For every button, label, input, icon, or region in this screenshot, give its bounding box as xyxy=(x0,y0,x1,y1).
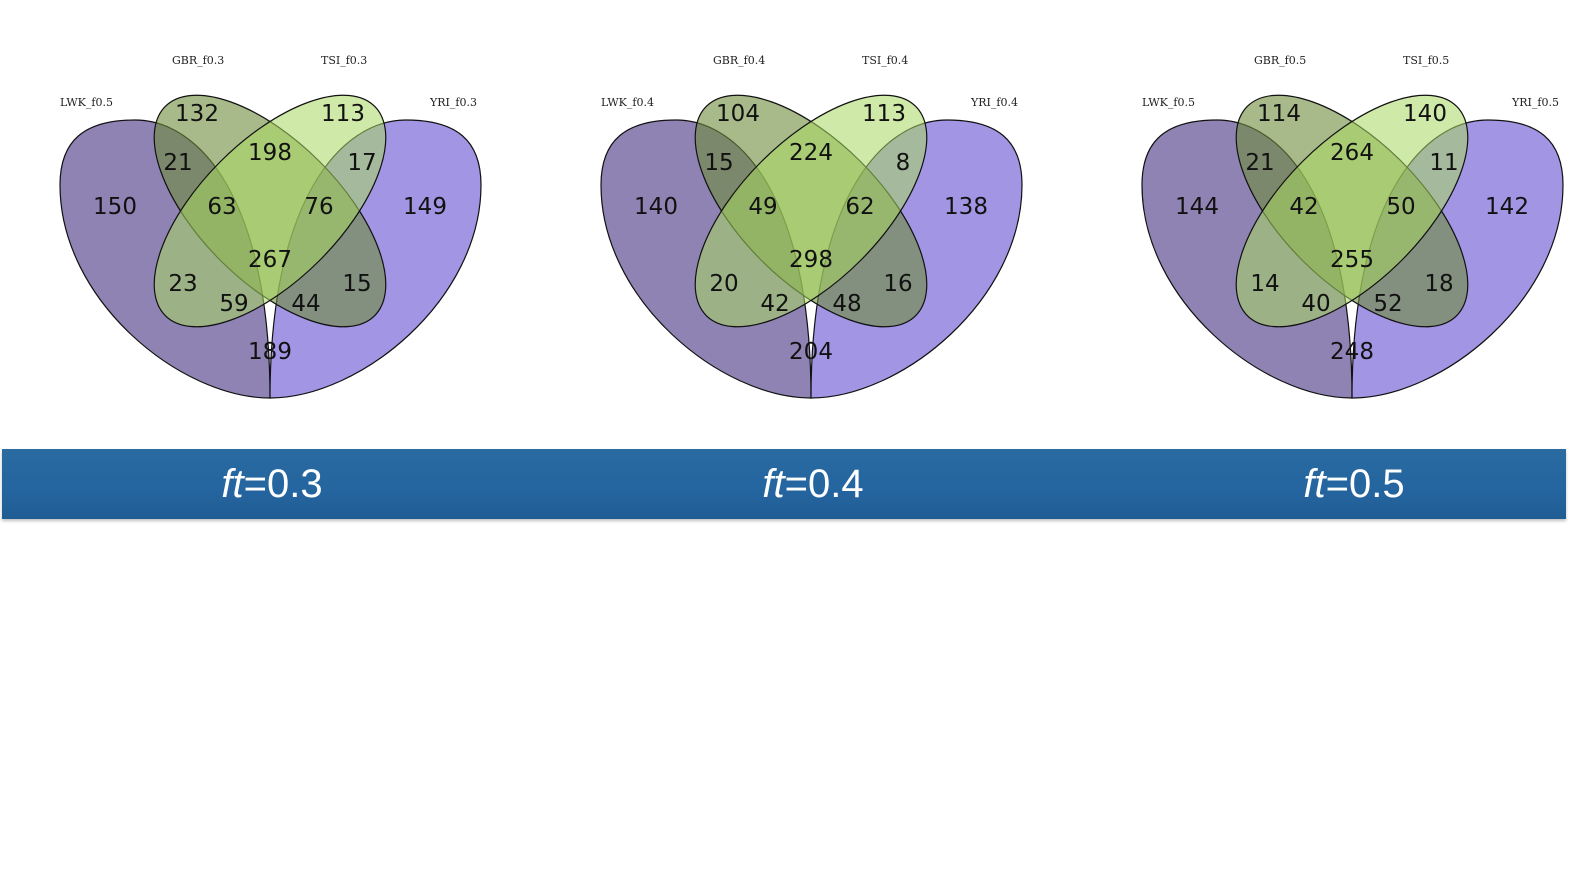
ft-label-2: ft=0.4 xyxy=(762,462,864,506)
count-lwk-gbr: 21 xyxy=(163,150,192,176)
set-label-yri: YRI_f0.5 xyxy=(1511,96,1559,109)
count-lwk-only: 140 xyxy=(634,194,678,220)
count-lwk-gbr-yri: 44 xyxy=(291,291,320,317)
count-gbr-tsi-yri: 50 xyxy=(1386,194,1415,220)
count-gbr-tsi: 264 xyxy=(1330,140,1374,166)
count-tsi-yri: 17 xyxy=(347,150,376,176)
count-lwk-yri: 189 xyxy=(248,339,292,365)
count-lwk-tsi: 20 xyxy=(709,271,738,297)
count-gbr-tsi: 198 xyxy=(248,140,292,166)
count-yri-only: 138 xyxy=(944,194,988,220)
count-tsi-only: 140 xyxy=(1403,101,1447,127)
set-label-lwk: LWK_f0.4 xyxy=(601,96,654,109)
count-tsi-yri: 8 xyxy=(896,150,911,176)
threshold-banner: ft=0.3 ft=0.4 ft=0.5 xyxy=(2,449,1566,519)
venn-panel-2: LWK_f0.4 GBR_f0.4 TSI_f0.4 YRI_f0.4 140 … xyxy=(600,54,1023,399)
count-tsi-only: 113 xyxy=(321,101,365,127)
count-gbr-tsi: 224 xyxy=(789,140,833,166)
set-label-tsi: TSI_f0.4 xyxy=(862,54,908,67)
count-yri-only: 142 xyxy=(1485,194,1529,220)
set-label-yri: YRI_f0.3 xyxy=(429,96,477,109)
count-lwk-gbr: 21 xyxy=(1245,150,1274,176)
count-all: 298 xyxy=(789,247,833,273)
venn-panel-1: LWK_f0.5 GBR_f0.3 TSI_f0.3 YRI_f0.3 150 … xyxy=(59,54,482,399)
tsi-ellipse xyxy=(694,94,928,328)
count-lwk-gbr-tsi: 42 xyxy=(1289,194,1318,220)
count-lwk-gbr-tsi: 63 xyxy=(207,194,236,220)
count-lwk-gbr: 15 xyxy=(704,150,733,176)
ft-label-1: ft=0.3 xyxy=(221,462,323,506)
count-gbr-yri: 15 xyxy=(342,271,371,297)
count-gbr-yri: 16 xyxy=(883,271,912,297)
count-yri-only: 149 xyxy=(403,194,447,220)
count-lwk-gbr-yri: 48 xyxy=(832,291,861,317)
set-label-tsi: TSI_f0.5 xyxy=(1403,54,1449,67)
count-lwk-tsi: 23 xyxy=(168,271,197,297)
count-tsi-only: 113 xyxy=(862,101,906,127)
count-tsi-yri: 11 xyxy=(1429,150,1458,176)
count-gbr-only: 114 xyxy=(1257,101,1301,127)
tsi-ellipse xyxy=(1235,94,1469,328)
set-label-tsi: TSI_f0.3 xyxy=(321,54,367,67)
ft-label-3: ft=0.5 xyxy=(1303,462,1405,506)
count-all: 255 xyxy=(1330,247,1374,273)
set-label-gbr: GBR_f0.3 xyxy=(172,54,224,67)
count-lwk-only: 150 xyxy=(93,194,137,220)
venn-diagrams: LWK_f0.5 GBR_f0.3 TSI_f0.3 YRI_f0.3 150 … xyxy=(59,54,1564,399)
count-gbr-only: 132 xyxy=(175,101,219,127)
count-gbr-yri: 18 xyxy=(1424,271,1453,297)
count-lwk-tsi: 14 xyxy=(1250,271,1279,297)
set-label-gbr: GBR_f0.4 xyxy=(713,54,765,67)
count-lwk-yri: 248 xyxy=(1330,339,1374,365)
set-label-gbr: GBR_f0.5 xyxy=(1254,54,1306,67)
count-gbr-tsi-yri: 62 xyxy=(845,194,874,220)
count-lwk-tsi-yri: 42 xyxy=(760,291,789,317)
count-lwk-gbr-tsi: 49 xyxy=(748,194,777,220)
count-lwk-tsi-yri: 59 xyxy=(219,291,248,317)
tsi-ellipse xyxy=(153,94,387,328)
count-lwk-only: 144 xyxy=(1175,194,1219,220)
count-gbr-tsi-yri: 76 xyxy=(304,194,333,220)
set-label-lwk: LWK_f0.5 xyxy=(1142,96,1195,109)
venn-panel-3: LWK_f0.5 GBR_f0.5 TSI_f0.5 YRI_f0.5 144 … xyxy=(1141,54,1564,399)
count-lwk-yri: 204 xyxy=(789,339,833,365)
set-label-yri: YRI_f0.4 xyxy=(970,96,1018,109)
count-lwk-gbr-yri: 52 xyxy=(1373,291,1402,317)
count-lwk-tsi-yri: 40 xyxy=(1301,291,1330,317)
set-label-lwk: LWK_f0.5 xyxy=(60,96,113,109)
count-gbr-only: 104 xyxy=(716,101,760,127)
count-all: 267 xyxy=(248,247,292,273)
